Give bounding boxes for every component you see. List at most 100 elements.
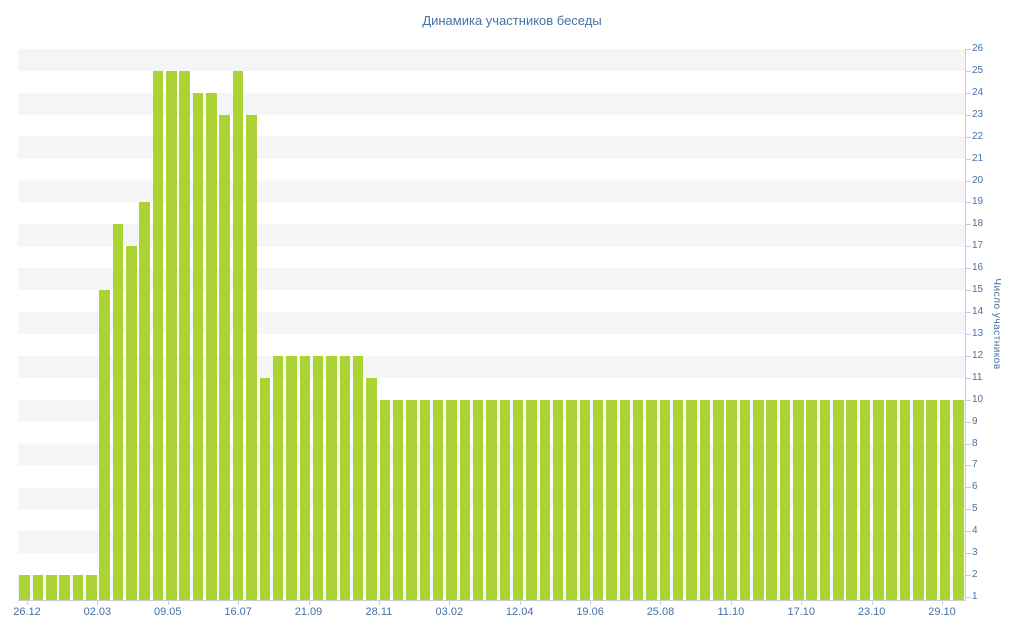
bar: [659, 399, 671, 600]
bar: [339, 355, 351, 600]
x-tick-mark: [660, 601, 662, 605]
y-tick-label: 24: [972, 86, 984, 98]
y-tick-label: 18: [972, 218, 984, 230]
y-tick-mark: [966, 531, 971, 533]
x-tick-mark: [519, 601, 521, 605]
y-tick-mark: [966, 421, 971, 423]
y-tick-label: 10: [972, 393, 984, 405]
bar: [419, 399, 431, 600]
x-tick-label: 28.11: [365, 606, 393, 618]
bar: [913, 399, 924, 600]
bar: [179, 70, 190, 600]
bar: [939, 399, 951, 600]
bar: [726, 399, 737, 600]
bar: [446, 399, 457, 600]
y-tick-label: 26: [972, 43, 984, 54]
x-tick-label: 11.10: [717, 606, 745, 618]
chart-title: Динамика участников беседы: [422, 13, 602, 28]
x-tick-label: 12.04: [505, 606, 534, 618]
y-tick-label: 11: [972, 371, 983, 383]
bar: [486, 399, 497, 600]
y-tick-label: 23: [972, 108, 984, 120]
bar: [86, 575, 97, 600]
y-tick-label: 14: [972, 306, 984, 318]
y-tick-label: 22: [972, 130, 984, 142]
bar: [152, 70, 164, 600]
y-tick-mark: [966, 202, 971, 204]
bar: [539, 399, 551, 600]
bar: [779, 399, 791, 600]
y-axis-line: [965, 49, 966, 601]
x-tick-label: 09.05: [154, 606, 182, 618]
y-tick-mark: [966, 290, 971, 292]
bar: [512, 399, 524, 600]
bar: [352, 355, 364, 600]
y-axis-title: Число участников: [991, 278, 1002, 370]
bar: [312, 355, 324, 600]
y-tick-mark: [966, 268, 971, 270]
bar: [326, 355, 337, 600]
y-tick-label: 19: [972, 196, 984, 208]
bar: [846, 399, 857, 600]
y-tick-mark: [966, 114, 971, 116]
bar: [646, 399, 657, 600]
y-tick-mark: [966, 355, 971, 357]
bar: [552, 399, 564, 600]
bar: [246, 114, 257, 600]
y-tick-label: 25: [972, 64, 984, 76]
y-tick-mark: [966, 312, 971, 314]
bar: [606, 399, 617, 600]
y-tick-mark: [966, 597, 971, 598]
bar: [432, 399, 444, 600]
y-tick-mark: [966, 553, 971, 555]
y-tick-mark: [966, 158, 971, 160]
x-tick-label: 19.06: [576, 606, 604, 618]
x-tick-mark: [590, 601, 592, 605]
bar: [739, 399, 751, 600]
bar: [806, 399, 817, 600]
y-tick-mark: [966, 136, 971, 138]
bar: [953, 399, 964, 600]
bar: [392, 399, 404, 600]
bar: [579, 399, 591, 600]
bar: [139, 202, 150, 600]
x-tick-mark: [378, 601, 380, 605]
bar: [232, 70, 244, 600]
x-tick-label: 02.03: [83, 606, 112, 618]
y-tick-label: 4: [972, 525, 978, 537]
y-tick-label: 3: [972, 547, 978, 559]
bar: [286, 355, 297, 600]
x-tick-mark: [730, 601, 732, 605]
x-tick-label: 21.09: [294, 606, 323, 618]
bar: [833, 399, 844, 600]
bar: [126, 246, 137, 600]
bar: [819, 399, 831, 600]
x-tick-mark: [801, 601, 803, 605]
y-tick-label: 15: [972, 284, 984, 296]
y-tick-label: 12: [972, 349, 984, 361]
y-tick-mark: [966, 49, 971, 50]
bar: [753, 399, 764, 600]
y-tick-mark: [966, 246, 971, 248]
bar: [592, 399, 604, 600]
bar: [59, 575, 70, 600]
bar: [112, 224, 124, 600]
bar: [899, 399, 911, 600]
x-tick-label: 26.12: [13, 606, 41, 618]
bar: [259, 377, 270, 600]
bar: [366, 377, 377, 600]
y-tick-mark: [966, 399, 971, 401]
x-tick-label: 17.10: [787, 606, 815, 618]
y-tick-label: 6: [972, 481, 978, 493]
bar: [32, 575, 44, 600]
bar: [793, 399, 804, 600]
x-tick-label: 23.10: [857, 606, 886, 618]
y-tick-label: 17: [972, 240, 984, 252]
x-tick-mark: [942, 601, 943, 605]
bar: [766, 399, 777, 600]
bar: [379, 399, 391, 600]
y-tick-label: 1: [972, 591, 978, 602]
x-tick-label: 03.02: [435, 606, 464, 618]
y-tick-mark: [966, 377, 971, 379]
